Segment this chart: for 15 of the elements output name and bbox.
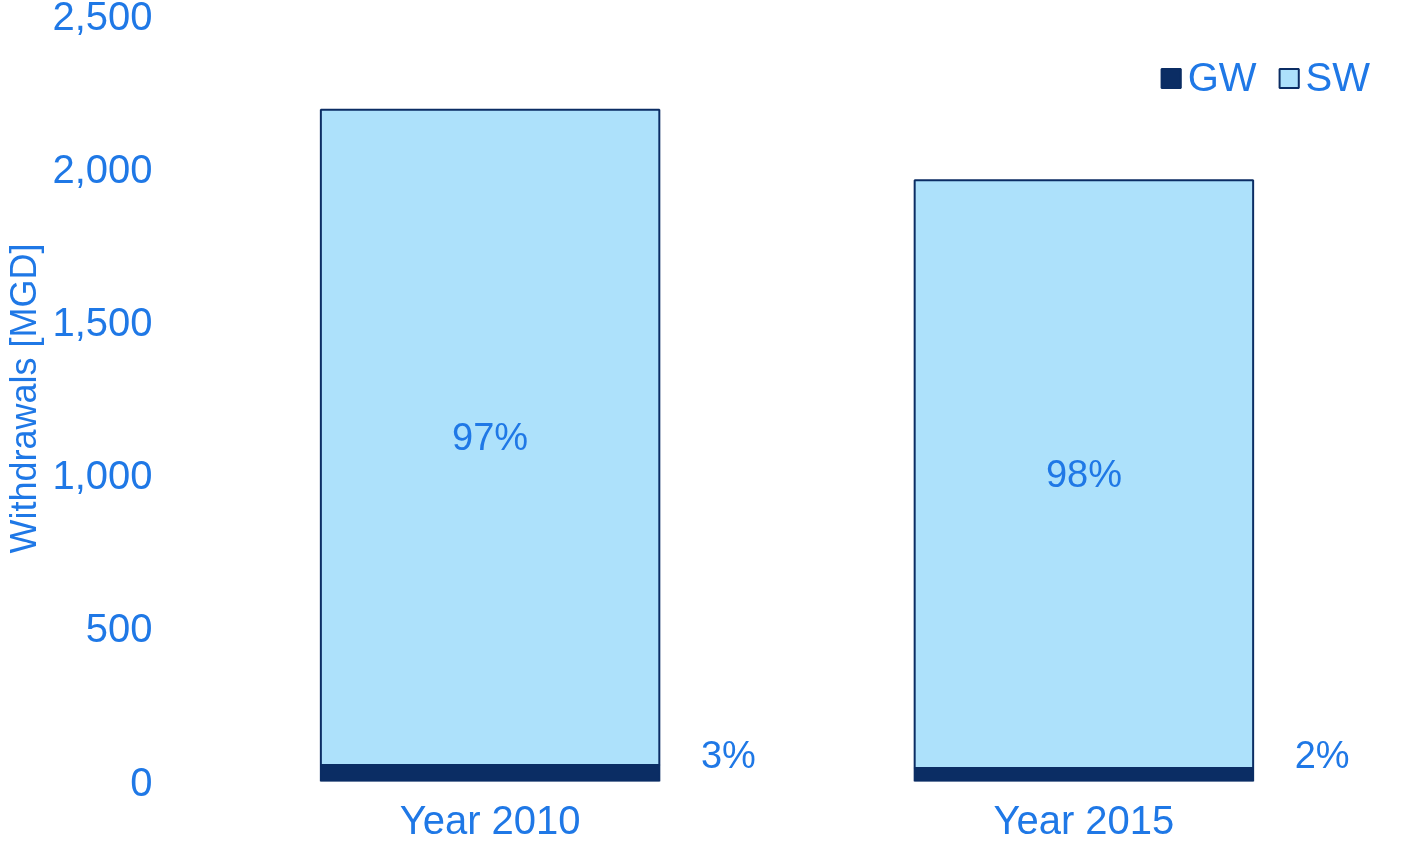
y-tick-label: 0 xyxy=(130,759,153,804)
legend-label: SW xyxy=(1305,55,1370,100)
y-axis-title: Withdrawals [MGD] xyxy=(3,243,45,554)
annotation: 2% xyxy=(1294,733,1350,776)
annotation: 98% xyxy=(1045,453,1122,496)
y-tick-label: 1,500 xyxy=(52,299,153,344)
annotation: 97% xyxy=(452,416,529,459)
x-tick-label: Year 2015 xyxy=(993,797,1175,842)
y-tick-label: 2,500 xyxy=(52,0,153,38)
legend-label: GW xyxy=(1187,55,1257,100)
x-tick-label: Year 2010 xyxy=(399,797,581,842)
y-tick-label: 500 xyxy=(85,606,153,651)
y-tick-label: 2,000 xyxy=(52,146,153,191)
y-tick-label: 1,000 xyxy=(52,453,153,498)
annotation: 3% xyxy=(700,733,756,776)
